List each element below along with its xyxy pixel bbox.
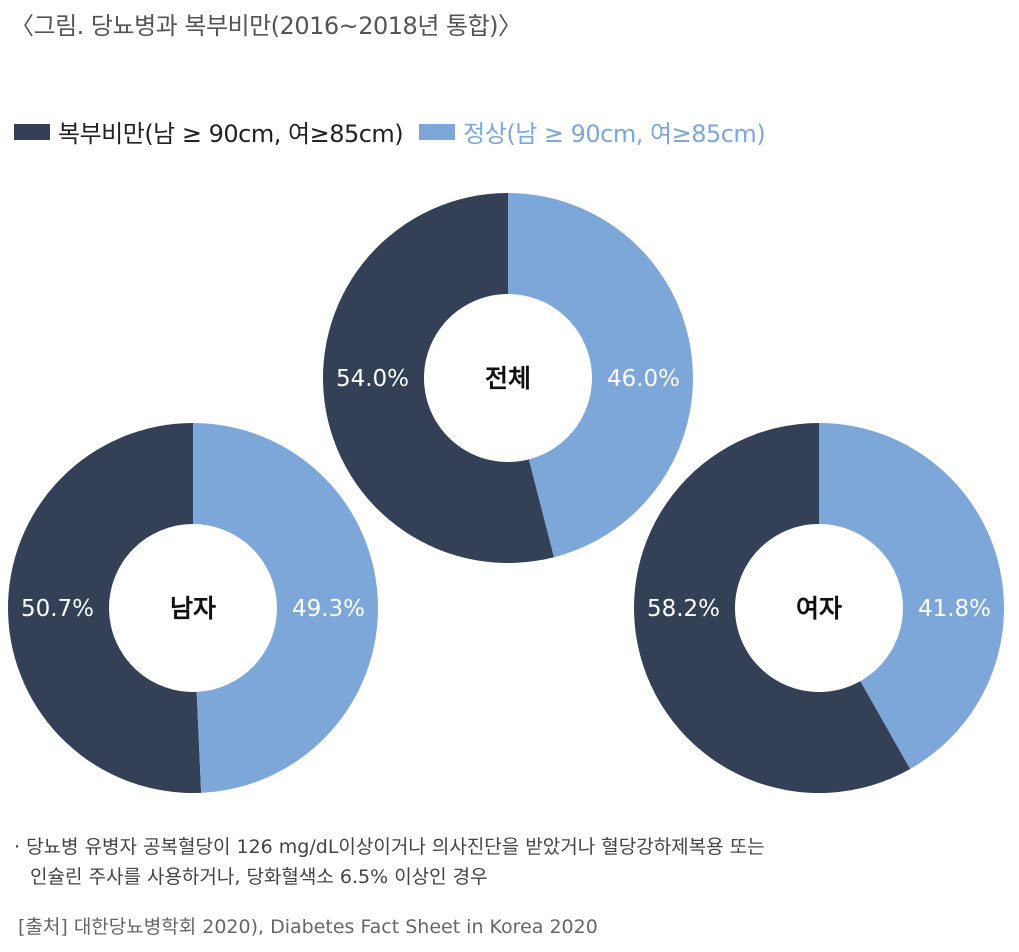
source-citation: [출처] 대한당뇨병학회 2020), Diabetes Fact Sheet …	[18, 916, 598, 938]
donut-male: 50.7% 49.3% 남자	[8, 423, 378, 793]
footnote-bullet: ·	[14, 836, 21, 858]
slice-male-obesity	[8, 423, 202, 793]
footnote: · 당뇨병 유병자 공복혈당이 126 mg/dL이상이거나 의사진단을 받았거…	[14, 832, 765, 892]
value-label-male-obesity: 50.7%	[21, 596, 94, 622]
value-label-male-normal: 49.3%	[292, 596, 365, 622]
legend-item-abdominal-obesity: 복부비만(남 ≥ 90cm, 여≥85cm)	[14, 114, 404, 149]
slice-male-normal	[193, 423, 378, 793]
legend-item-normal: 정상(남 ≥ 90cm, 여≥85cm)	[419, 114, 766, 149]
legend-label-normal: 정상(남 ≥ 90cm, 여≥85cm)	[463, 120, 766, 148]
center-label-male: 남자	[170, 594, 216, 623]
value-label-female-obesity: 58.2%	[647, 596, 720, 622]
value-label-total-normal: 46.0%	[607, 366, 680, 392]
donut-total: 54.0% 46.0% 전체	[322, 193, 693, 563]
slice-total-normal	[508, 193, 693, 558]
slice-female-normal	[819, 423, 1005, 769]
slice-female-obesity	[634, 423, 911, 793]
legend-swatch-normal	[419, 123, 456, 140]
footnote-line-2: 인슐린 주사를 사용하거나, 당화혈색소 6.5% 이상인 경우	[30, 866, 488, 888]
footnote-line-1: 당뇨병 유병자 공복혈당이 126 mg/dL이상이거나 의사진단을 받았거나 …	[26, 836, 765, 858]
value-label-total-obesity: 54.0%	[336, 366, 409, 392]
center-label-female: 여자	[796, 594, 842, 623]
value-label-female-normal: 41.8%	[918, 596, 991, 622]
center-label-total: 전체	[485, 364, 531, 393]
legend: 복부비만(남 ≥ 90cm, 여≥85cm) 정상(남 ≥ 90cm, 여≥85…	[14, 114, 781, 149]
chart-title: 〈그림. 당뇨병과 복부비만(2016~2018년 통합)〉	[10, 12, 522, 40]
slice-total-obesity	[322, 193, 555, 563]
legend-label-abdominal-obesity: 복부비만(남 ≥ 90cm, 여≥85cm)	[58, 120, 404, 148]
donut-female: 58.2% 41.8% 여자	[634, 423, 1005, 793]
legend-swatch-abdominal-obesity	[14, 123, 50, 140]
